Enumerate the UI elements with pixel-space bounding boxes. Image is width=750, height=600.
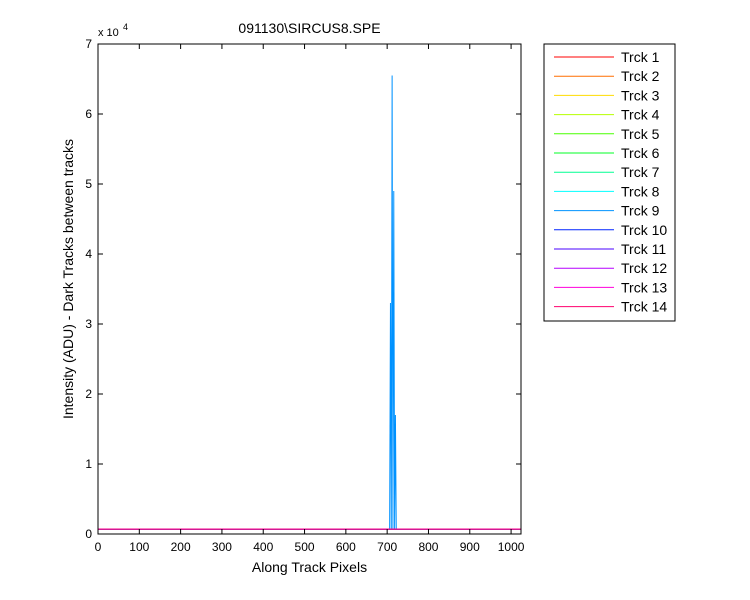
legend-label: Trck 12 [621, 260, 667, 276]
legend-item: Trck 8 [554, 183, 660, 199]
x-axis: 0 100 200 300 400 500 600 700 800 900 1000 [95, 44, 525, 554]
chart-title: 091130\SIRCUS8.SPE [238, 20, 380, 36]
y-exponent-base: x 10 [98, 27, 119, 39]
x-axis-label: Along Track Pixels [252, 559, 367, 575]
legend-label: Trck 2 [621, 68, 660, 84]
legend-label: Trck 1 [621, 49, 660, 65]
y-tick-label: 3 [85, 317, 92, 331]
x-tick-label: 100 [129, 540, 149, 554]
legend-label: Trck 13 [621, 279, 667, 295]
y-tick-label: 2 [85, 387, 92, 401]
legend-label: Trck 3 [621, 87, 660, 103]
x-tick-label: 700 [377, 540, 397, 554]
legend-item: Trck 11 [554, 241, 666, 257]
y-tick-label: 1 [85, 457, 92, 471]
x-tick-label: 600 [336, 540, 356, 554]
y-exponent-power: 4 [123, 22, 128, 32]
legend-label: Trck 10 [621, 222, 667, 238]
y-tick-label: 0 [85, 527, 92, 541]
legend-label: Trck 14 [621, 299, 667, 315]
series-layer [98, 75, 521, 530]
legend-item: Trck 1 [554, 49, 660, 65]
legend-item: Trck 6 [554, 145, 660, 161]
y-axis: 0 1 2 3 4 5 6 7 [85, 37, 521, 541]
legend-item: Trck 7 [554, 164, 660, 180]
legend-item: Trck 5 [554, 126, 660, 142]
legend-label: Trck 6 [621, 145, 660, 161]
x-tick-label: 300 [212, 540, 232, 554]
legend-items: Trck 1 Trck 2 Trck 3 Trck 4 Trck 5 Trck 6 Trck… [554, 49, 667, 315]
x-tick-label: 800 [418, 540, 438, 554]
legend-label: Trck 9 [621, 203, 660, 219]
legend-item: Trck 2 [554, 68, 660, 84]
x-tick-label: 500 [295, 540, 315, 554]
plot-frame [97, 43, 522, 535]
legend-label: Trck 7 [621, 164, 660, 180]
y-tick-label: 7 [85, 37, 92, 51]
legend-item: Trck 14 [554, 299, 667, 315]
x-tick-label: 1000 [498, 540, 525, 554]
legend-item: Trck 13 [554, 279, 667, 295]
x-tick-label: 0 [95, 540, 102, 554]
legend-box [543, 43, 676, 322]
legend-label: Trck 11 [621, 241, 666, 257]
legend-label: Trck 4 [621, 107, 660, 123]
legend-item: Trck 9 [554, 203, 660, 219]
y-tick-label: 6 [85, 107, 92, 121]
y-tick-label: 5 [85, 177, 92, 191]
legend-label: Trck 8 [621, 183, 660, 199]
x-tick-label: 400 [253, 540, 273, 554]
legend-item: Trck 12 [554, 260, 667, 276]
y-tick-label: 4 [85, 247, 92, 261]
y-axis-label: Intensity (ADU) - Dark Tracks between tr… [60, 139, 76, 419]
legend-item: Trck 3 [554, 87, 660, 103]
legend-item: Trck 10 [554, 222, 667, 238]
x-tick-label: 200 [171, 540, 191, 554]
legend-label: Trck 5 [621, 126, 660, 142]
x-tick-label: 900 [460, 540, 480, 554]
legend-item: Trck 4 [554, 107, 660, 123]
legend: Trck 1 Trck 2 Trck 3 Trck 4 Trck 5 Trck 6 Trck… [543, 43, 676, 322]
plot-area [98, 44, 521, 534]
